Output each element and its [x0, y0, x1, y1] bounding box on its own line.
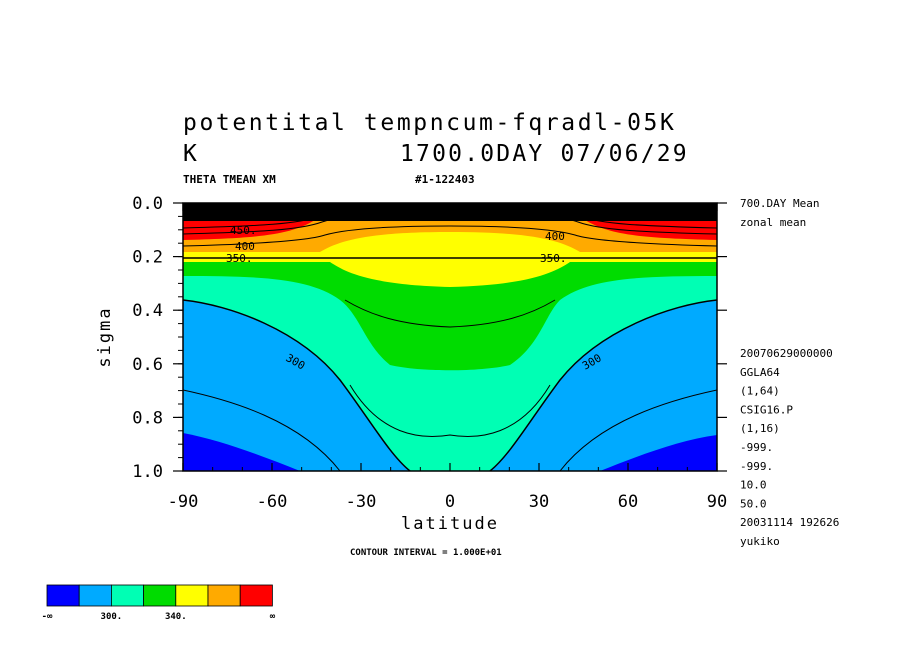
colorbar: -∞ 300. 340. ∞ [42, 584, 276, 622]
colorbar-swatch [143, 584, 177, 607]
side-info-bottom-line: GGLA64 [740, 366, 780, 379]
y-tick-label: 0.8 [132, 408, 163, 428]
title-line1: potentital tempncum-fqradl-05K [183, 110, 676, 136]
colorbar-label: ∞ [270, 612, 276, 622]
band-below-290-right [600, 435, 717, 471]
side-info-bottom-line: -999. [740, 441, 773, 454]
side-info-bottom-line: yukiko [740, 535, 780, 548]
contour-lines [183, 207, 717, 471]
colorbar-label: -∞ [42, 612, 53, 622]
colorbar-swatch [78, 584, 112, 607]
colorbar-label: 300. [101, 612, 123, 622]
side-info-bottom-line: 50.0 [740, 497, 767, 510]
colorbar-swatch [239, 584, 273, 607]
x-tick-label: 90 [707, 492, 727, 512]
side-info-top-line: 700.DAY Mean [740, 197, 819, 210]
side-info: 700.DAY Mean zonal mean 20070629000000 GGLA… [740, 197, 839, 548]
y-tick-label: 0.6 [132, 355, 163, 375]
side-info-bottom-line: -999. [740, 460, 773, 473]
side-info-bottom-line: 20070629000000 [740, 347, 833, 360]
side-info-bottom-line: CSIG16.P [740, 403, 793, 416]
contour-label-350-right: 350. [540, 252, 567, 265]
contour-plot-area [183, 203, 717, 471]
subtitle-right: #1-122403 [415, 173, 475, 186]
title-line2-right: 1700.0DAY 07/06/29 [400, 141, 689, 167]
x-tick-label: -60 [257, 492, 288, 512]
colorbar-swatch [175, 584, 209, 607]
side-info-bottom-line: 10.0 [740, 479, 767, 492]
axes: -90 -60 -30 0 30 60 90 0.0 0.2 0.4 0.6 0.8 1.0 [132, 194, 727, 512]
colorbar-swatch [46, 584, 80, 607]
y-axis-label: sigma [95, 306, 115, 367]
colorbar-label: 340. [165, 612, 187, 622]
y-tick-label: 0.2 [132, 248, 163, 268]
x-axis-label: latitude [401, 514, 499, 534]
y-tick-label: 1.0 [132, 462, 163, 482]
x-tick-label: -30 [346, 492, 377, 512]
contour-label-400-right: 400 [545, 230, 565, 243]
y-tick-label: 0.0 [132, 194, 163, 214]
title-line2-left: K [183, 141, 197, 167]
x-tick-label: 60 [618, 492, 638, 512]
band-290-300-left [183, 300, 410, 471]
contour-interval: CONTOUR INTERVAL = 1.000E+01 [350, 548, 502, 558]
side-info-bottom-line: (1,64) [740, 385, 780, 398]
band-below-290-left [183, 433, 300, 471]
band-290-300-right [490, 300, 717, 471]
x-tick-label: -90 [168, 492, 199, 512]
colorbar-swatch [111, 584, 145, 607]
side-info-bottom-line: (1,16) [740, 422, 780, 435]
x-tick-label: 0 [445, 492, 455, 512]
contour-label-450-left: 450. [230, 224, 257, 237]
y-tick-label: 0.4 [132, 301, 163, 321]
contour-label-350-left: 350. [226, 252, 253, 265]
contour-label-400-left: 400 [235, 240, 255, 253]
side-info-top-line: zonal mean [740, 216, 806, 229]
colorbar-swatch [207, 584, 241, 607]
side-info-bottom-line: 20031114 192626 [740, 516, 839, 529]
subtitle-left: THETA TMEAN XM [183, 173, 276, 186]
x-tick-label: 30 [529, 492, 549, 512]
